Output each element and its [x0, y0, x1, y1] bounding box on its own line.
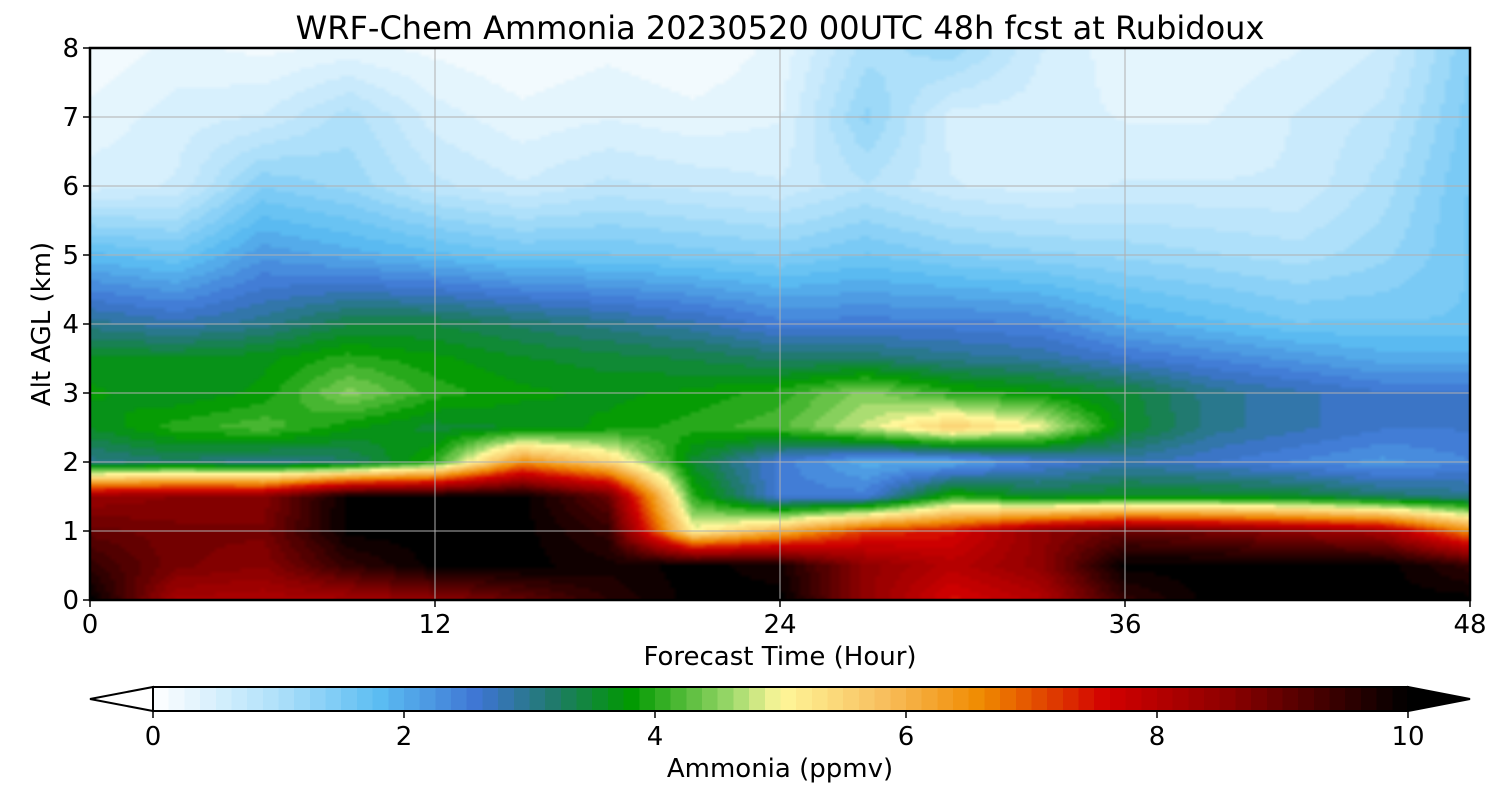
colorbar-tick-label: 10: [1391, 722, 1424, 752]
colorbar-tick-label: 8: [1149, 722, 1166, 752]
colorbar-extend-high: [1407, 685, 1471, 713]
colorbar-label: Ammonia (ppmv): [667, 754, 893, 784]
x-tick-label: 12: [418, 610, 451, 640]
y-tick-label: 5: [62, 241, 79, 271]
colorbar-extend-low: [89, 685, 154, 713]
y-tick-label: 4: [62, 310, 79, 340]
x-axis-label: Forecast Time (Hour): [643, 642, 916, 672]
colorbar-gradient: [153, 687, 1408, 711]
x-tick-label: 36: [1108, 610, 1141, 640]
colorbar-tick-label: 6: [898, 722, 915, 752]
colorbar-tick-label: 4: [647, 722, 664, 752]
y-tick-label: 2: [62, 448, 79, 478]
y-tick-label: 1: [62, 517, 79, 547]
x-tick-label: 0: [82, 610, 99, 640]
colorbar: 0 2 4 6 8 10 Ammonia (ppmv): [89, 685, 1471, 784]
y-tick-label: 8: [62, 34, 79, 64]
x-axis-ticks: 0 12 24 36 48: [82, 600, 1487, 640]
plot-area: [88, 46, 1472, 602]
y-tick-label: 3: [62, 379, 79, 409]
y-tick-label: 6: [62, 172, 79, 202]
y-tick-label: 7: [62, 103, 79, 133]
colorbar-frame: [152, 686, 1409, 712]
y-axis-label: Alt AGL (km): [27, 242, 57, 406]
colorbar-ticks: 0 2 4 6 8 10: [145, 711, 1425, 752]
x-tick-label: 48: [1453, 610, 1486, 640]
colorbar-tick-label: 0: [145, 722, 162, 752]
colorbar-tick-label: 2: [396, 722, 413, 752]
chart-title: WRF-Chem Ammonia 20230520 00UTC 48h fcst…: [296, 9, 1265, 47]
x-tick-label: 24: [763, 610, 796, 640]
y-tick-label: 0: [62, 586, 79, 616]
y-axis-ticks: 0 1 2 3 4 5 6 7 8: [62, 34, 90, 616]
